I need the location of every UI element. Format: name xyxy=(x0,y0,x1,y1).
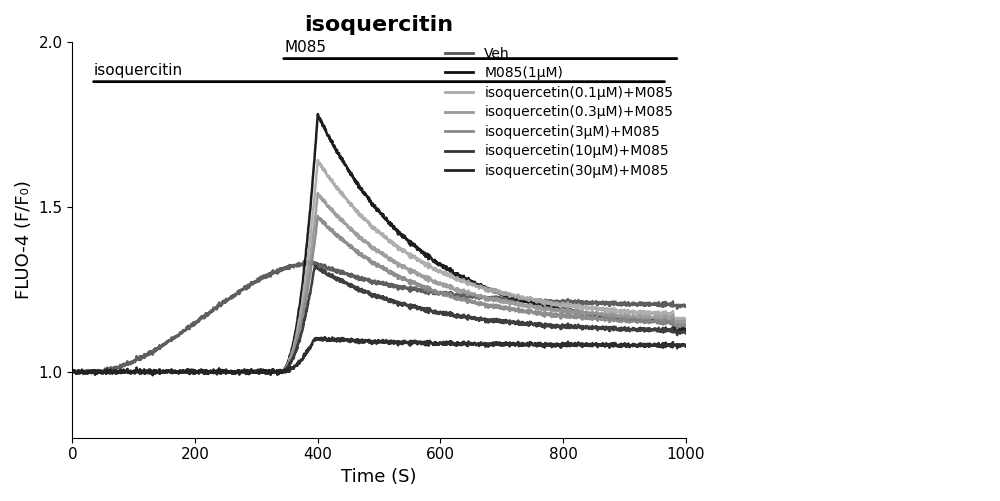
Y-axis label: FLUO-4 (F/F₀): FLUO-4 (F/F₀) xyxy=(15,180,33,300)
Title: isoquercitin: isoquercitin xyxy=(305,15,454,35)
X-axis label: Time (S): Time (S) xyxy=(341,468,417,486)
Text: M085: M085 xyxy=(284,40,326,55)
Legend: Veh, M085(1μM), isoquercetin(0.1μM)+M085, isoquercetin(0.3μM)+M085, isoquercetin: Veh, M085(1μM), isoquercetin(0.1μM)+M085… xyxy=(440,41,679,183)
Text: isoquercitin: isoquercitin xyxy=(94,63,183,78)
